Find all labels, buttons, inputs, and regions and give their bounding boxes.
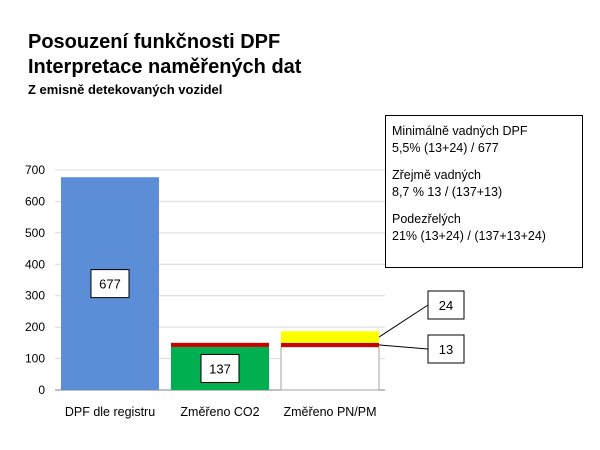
data-label: 137 [209, 361, 231, 376]
data-label-box [200, 353, 240, 383]
bar-segment-red [281, 342, 379, 347]
y-tick-label: 500 [25, 226, 45, 240]
page-title-line-2: Interpretace naměřených dat [28, 56, 302, 78]
bar-segment-yellow [281, 331, 379, 343]
note-line: 21% (13+24) / (137+13+24) [392, 229, 546, 243]
y-tick-label: 600 [25, 194, 45, 208]
y-tick-label: 100 [25, 352, 45, 366]
y-tick-label: 300 [25, 289, 45, 303]
note-line: 5,5% (13+24) / 677 [392, 141, 499, 155]
y-tick-label: 200 [25, 320, 45, 334]
note-line: Minimálně vadných DPF [392, 124, 528, 138]
y-tick-label: 700 [25, 163, 45, 177]
x-tick-label: Změřeno CO2 [180, 405, 259, 419]
callout-box [427, 334, 465, 364]
y-tick-label: 0 [38, 383, 45, 397]
callout-leader [378, 304, 429, 338]
note-line: Zřejmě vadných [392, 168, 481, 182]
note-line: 8,7 % 13 / (137+13) [392, 185, 503, 199]
note-line: Podezřelých [392, 212, 461, 226]
title-block: Posouzení funkčnosti DPF Interpretace na… [28, 30, 301, 99]
y-tick-label: 400 [25, 257, 45, 271]
note-min-defective: Minimálně vadných DPF 5,5% (13+24) / 677 [392, 123, 576, 157]
data-label: 677 [99, 277, 121, 292]
callout-leader [378, 344, 429, 350]
note-box: Minimálně vadných DPF 5,5% (13+24) / 677… [385, 115, 583, 268]
callout-box [427, 290, 465, 320]
page-subtitle: Z emisně detekovaných vozidel [28, 82, 223, 97]
data-label-box [90, 269, 130, 299]
note-suspicious: Podezřelých 21% (13+24) / (137+13+24) [392, 211, 576, 245]
callout-label: 24 [439, 298, 453, 313]
x-tick-label: DPF dle registru [65, 405, 155, 419]
x-tick-label: Změřeno PN/PM [283, 405, 376, 419]
bar-segment-red [171, 342, 269, 347]
note-defective: Zřejmě vadných 8,7 % 13 / (137+13) [392, 167, 576, 201]
callout-label: 13 [439, 342, 453, 357]
page-title-line-1: Posouzení funkčnosti DPF [28, 31, 281, 53]
bar-segment-white [280, 346, 380, 391]
